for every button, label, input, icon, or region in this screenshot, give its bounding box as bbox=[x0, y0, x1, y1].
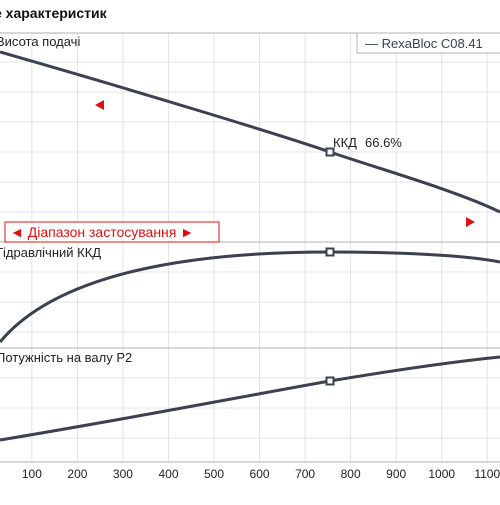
x-tick-label: 100 bbox=[22, 467, 42, 481]
x-tick-label: 900 bbox=[386, 467, 406, 481]
panel-label: Потужність на валу P2 bbox=[0, 350, 132, 365]
x-tick-label: 1000 bbox=[428, 467, 455, 481]
legend-box bbox=[356, 32, 500, 54]
operating-point bbox=[325, 147, 335, 157]
operating-point bbox=[325, 247, 335, 257]
head-curve bbox=[0, 50, 500, 214]
x-tick-label: 700 bbox=[295, 467, 315, 481]
annotation-name: ККД bbox=[333, 135, 357, 150]
range-box bbox=[4, 221, 220, 243]
efficiency-curve bbox=[0, 250, 500, 343]
operating-point bbox=[325, 376, 335, 386]
annotation-value: 66.6% bbox=[365, 135, 402, 150]
x-tick-label: 600 bbox=[250, 467, 270, 481]
legend-entry: — RexaBloc C08.41 bbox=[365, 36, 483, 51]
range-marker bbox=[466, 217, 475, 227]
x-tick-label: 200 bbox=[67, 467, 87, 481]
x-tick-label: 400 bbox=[158, 467, 178, 481]
x-tick-label: 300 bbox=[113, 467, 133, 481]
range-marker bbox=[95, 100, 104, 110]
x-tick-label: 1100 bbox=[474, 467, 500, 481]
panel-label: Висота подачі bbox=[0, 34, 80, 49]
panel-label: Гідравлічний ККД bbox=[0, 245, 101, 260]
x-axis: 100 200 300 400 500 600 700 800 900 1000 1100 bbox=[22, 467, 500, 481]
range-label: ◄ Діапазон застосування ► bbox=[10, 224, 194, 240]
x-tick-label: 500 bbox=[204, 467, 224, 481]
title: е характеристик bbox=[0, 5, 108, 21]
x-tick-label: 800 bbox=[341, 467, 361, 481]
power-curve bbox=[0, 355, 500, 442]
grid bbox=[0, 33, 500, 462]
